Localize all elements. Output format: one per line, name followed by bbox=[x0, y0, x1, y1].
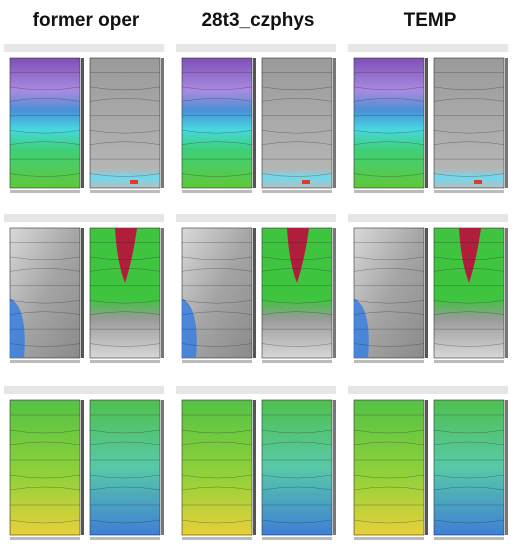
plot-panel bbox=[434, 400, 504, 535]
plot-panel bbox=[10, 400, 80, 535]
axis-labels bbox=[262, 360, 332, 363]
axis-labels bbox=[90, 190, 160, 193]
axis-labels bbox=[354, 537, 424, 540]
axis-labels bbox=[354, 360, 424, 363]
axis-labels bbox=[182, 190, 252, 193]
plot-panel bbox=[90, 400, 160, 535]
color-bar bbox=[81, 400, 84, 535]
color-bar bbox=[425, 228, 428, 358]
axis-labels bbox=[10, 190, 80, 193]
panel-caption bbox=[4, 214, 164, 222]
panel-caption bbox=[176, 214, 336, 222]
plot-panel bbox=[10, 58, 80, 188]
plot-panel bbox=[182, 58, 252, 188]
color-bar bbox=[333, 400, 336, 535]
color-bar bbox=[253, 400, 256, 535]
plot-panel bbox=[262, 400, 332, 535]
plot-panel bbox=[262, 58, 332, 188]
color-bar bbox=[505, 400, 508, 535]
axis-labels bbox=[434, 190, 504, 193]
axis-labels bbox=[354, 190, 424, 193]
plot-panel bbox=[354, 58, 424, 188]
color-bar bbox=[81, 228, 84, 358]
axis-labels bbox=[182, 360, 252, 363]
column-header: former oper bbox=[33, 10, 140, 31]
color-bar bbox=[333, 228, 336, 358]
red-spot bbox=[474, 180, 482, 184]
color-bar bbox=[81, 58, 84, 188]
plot-panel bbox=[434, 58, 504, 188]
panel-caption bbox=[176, 44, 336, 52]
column-header: 28t3_czphys bbox=[201, 10, 314, 31]
panel-caption bbox=[176, 386, 336, 394]
color-bar bbox=[333, 58, 336, 188]
color-bar bbox=[253, 228, 256, 358]
panel-caption bbox=[348, 386, 508, 394]
axis-labels bbox=[90, 537, 160, 540]
axis-labels bbox=[262, 537, 332, 540]
panel-caption bbox=[348, 214, 508, 222]
panel-caption bbox=[4, 386, 164, 394]
axis-labels bbox=[434, 360, 504, 363]
color-bar bbox=[505, 228, 508, 358]
color-bar bbox=[161, 58, 164, 188]
color-bar bbox=[505, 58, 508, 188]
panel-caption bbox=[4, 44, 164, 52]
color-bar bbox=[253, 58, 256, 188]
axis-labels bbox=[262, 190, 332, 193]
axis-labels bbox=[90, 360, 160, 363]
column-header: TEMP bbox=[404, 10, 457, 31]
axis-labels bbox=[434, 537, 504, 540]
axis-labels bbox=[182, 537, 252, 540]
red-spot bbox=[302, 180, 310, 184]
slide: former oper 28t3_czphys TEMP bbox=[0, 0, 516, 547]
plot-panel bbox=[182, 400, 252, 535]
color-bar bbox=[425, 58, 428, 188]
axis-labels bbox=[10, 537, 80, 540]
color-bar bbox=[161, 228, 164, 358]
panel-caption bbox=[348, 44, 508, 52]
plot-panel bbox=[354, 400, 424, 535]
color-bar bbox=[161, 400, 164, 535]
red-spot bbox=[130, 180, 138, 184]
plot-panel bbox=[90, 58, 160, 188]
axis-labels bbox=[10, 360, 80, 363]
color-bar bbox=[425, 400, 428, 535]
